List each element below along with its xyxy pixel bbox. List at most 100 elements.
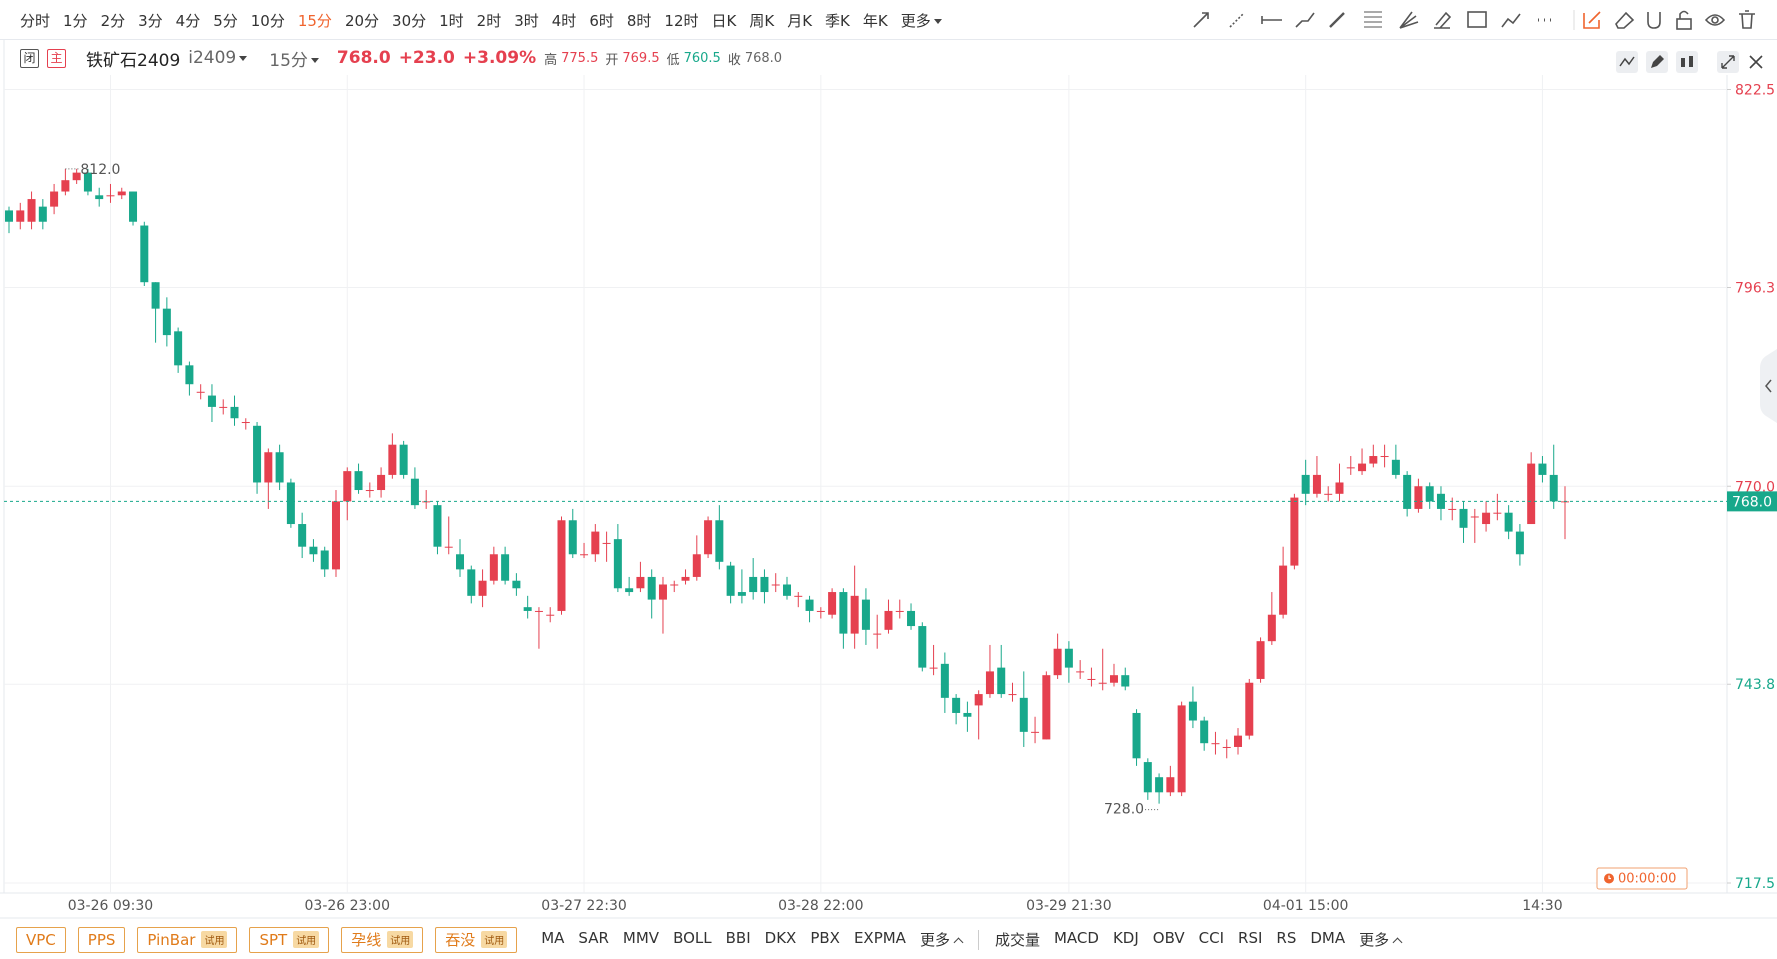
close-icon[interactable] xyxy=(1749,55,1763,69)
indicator[interactable]: PBX xyxy=(810,929,840,947)
candle-body xyxy=(512,580,521,589)
icon[interactable] xyxy=(1399,11,1419,29)
period[interactable]: 4时 xyxy=(551,11,577,30)
indicator[interactable]: EXPMA xyxy=(853,929,906,947)
more-periods[interactable]: 更多 xyxy=(901,10,942,31)
candle-body xyxy=(1414,486,1423,509)
indicator[interactable]: DKX xyxy=(764,929,797,947)
instrument-code[interactable]: i2409 xyxy=(188,48,248,68)
period[interactable]: 8时 xyxy=(626,11,652,30)
up-arrow xyxy=(953,937,964,948)
pattern-tool[interactable]: 吞没 试用 xyxy=(435,926,518,953)
candle-body xyxy=(1042,675,1051,740)
candle-body xyxy=(27,199,36,222)
tool-name: 吞没 xyxy=(445,931,476,949)
icon[interactable] xyxy=(1676,18,1692,30)
pattern-tool[interactable]: SPT 试用 xyxy=(249,926,330,953)
icon[interactable] xyxy=(1467,11,1487,28)
period[interactable]: 2时 xyxy=(476,11,502,30)
candle-body xyxy=(298,524,307,547)
period[interactable]: 4分 xyxy=(175,11,201,30)
period[interactable]: 分时 xyxy=(20,11,51,30)
indicator[interactable]: BOLL xyxy=(673,929,712,947)
indicator[interactable]: OBV xyxy=(1152,929,1185,947)
indicator[interactable]: RS xyxy=(1276,929,1297,947)
btn-bg[interactable] xyxy=(1676,51,1698,73)
indicator[interactable]: CCI xyxy=(1198,929,1225,947)
indicator[interactable]: SAR xyxy=(578,929,609,947)
icon[interactable] xyxy=(1434,11,1452,29)
period[interactable]: 周K xyxy=(749,11,775,30)
period-list: 分时 1分 2分 3分 4分 5分 10分 15分 20分 30分 1时 2时 3时 4时 6时 8时 12时日… xyxy=(20,0,942,40)
candle-body xyxy=(670,584,679,586)
candle-body xyxy=(1019,697,1028,732)
period-select[interactable]: 15分 xyxy=(269,46,319,71)
period[interactable]: 15分 xyxy=(297,11,332,30)
period[interactable]: 20分 xyxy=(344,11,380,30)
icon[interactable] xyxy=(1647,12,1661,29)
indicator[interactable]: MACD xyxy=(1053,929,1099,947)
more-indicators[interactable]: 更多 xyxy=(920,929,964,950)
candle-body xyxy=(704,520,713,555)
icon[interactable] xyxy=(1229,12,1245,28)
period[interactable]: 3分 xyxy=(138,11,163,30)
icon[interactable] xyxy=(1295,12,1315,28)
x-tick-label: 03-26 09:30 xyxy=(68,898,153,914)
period[interactable]: 5分 xyxy=(213,11,238,30)
period[interactable]: 日K xyxy=(711,11,737,30)
caret xyxy=(310,58,319,63)
indicator[interactable]: KDJ xyxy=(1112,929,1139,947)
candle-body xyxy=(185,365,194,385)
pattern-tools: VPC PPS PinBar 试用 SPT 试用 孕线 试用 吞没 试用 xyxy=(16,926,518,953)
period[interactable]: 1时 xyxy=(439,11,464,30)
tab-shape[interactable] xyxy=(1760,349,1777,423)
candle-body xyxy=(410,478,419,506)
period[interactable]: 3时 xyxy=(514,11,539,30)
candle-body xyxy=(557,520,566,611)
indicator[interactable]: 成交量 xyxy=(994,931,1040,949)
candle-body xyxy=(591,531,600,555)
icon[interactable] xyxy=(1329,12,1345,28)
indicator[interactable]: BBI xyxy=(725,929,751,947)
more-indicators[interactable]: 更多 xyxy=(1359,929,1403,950)
icon[interactable] xyxy=(1364,11,1382,28)
period[interactable]: 12时 xyxy=(664,11,699,30)
candle-body xyxy=(38,206,47,222)
indicator[interactable]: RSI xyxy=(1238,929,1263,947)
pattern-tool[interactable]: VPC xyxy=(16,926,66,953)
indicator[interactable]: MMV xyxy=(622,929,660,947)
collapse-tab[interactable] xyxy=(1760,349,1777,423)
badge: 主 xyxy=(47,48,66,68)
candle-body xyxy=(309,546,318,555)
candle-body xyxy=(286,482,295,525)
icon[interactable] xyxy=(1261,16,1282,24)
period[interactable]: 10分 xyxy=(250,11,285,30)
badge: 闭 xyxy=(20,48,39,68)
candle-body xyxy=(952,697,961,713)
icon[interactable] xyxy=(1615,11,1635,29)
period[interactable]: 季K xyxy=(825,11,850,30)
pattern-tool[interactable]: PinBar 试用 xyxy=(137,926,238,953)
candle-body xyxy=(72,172,81,181)
candle-body xyxy=(275,452,284,483)
candle-body xyxy=(1109,675,1118,683)
period[interactable]: 月K xyxy=(787,11,813,30)
icon[interactable] xyxy=(1583,11,1601,29)
icon[interactable] xyxy=(1193,12,1209,28)
icon[interactable] xyxy=(1704,14,1726,26)
icon[interactable] xyxy=(1679,10,1689,20)
pattern-tool[interactable]: PPS xyxy=(77,926,126,953)
pattern-tool[interactable]: 孕线 试用 xyxy=(341,926,424,953)
tab-arrow xyxy=(1765,379,1772,393)
icon[interactable] xyxy=(1739,10,1755,29)
period[interactable]: 30分 xyxy=(392,11,427,30)
period[interactable]: 1分 xyxy=(63,11,88,30)
period[interactable]: 6时 xyxy=(589,11,614,30)
indicator[interactable]: DMA xyxy=(1310,929,1346,947)
period[interactable]: 年K xyxy=(862,11,888,30)
candle-body xyxy=(129,191,138,222)
icon[interactable] xyxy=(1501,13,1521,28)
candle-body xyxy=(1222,746,1231,748)
indicator[interactable]: MA xyxy=(541,929,565,947)
period[interactable]: 2分 xyxy=(100,11,126,30)
